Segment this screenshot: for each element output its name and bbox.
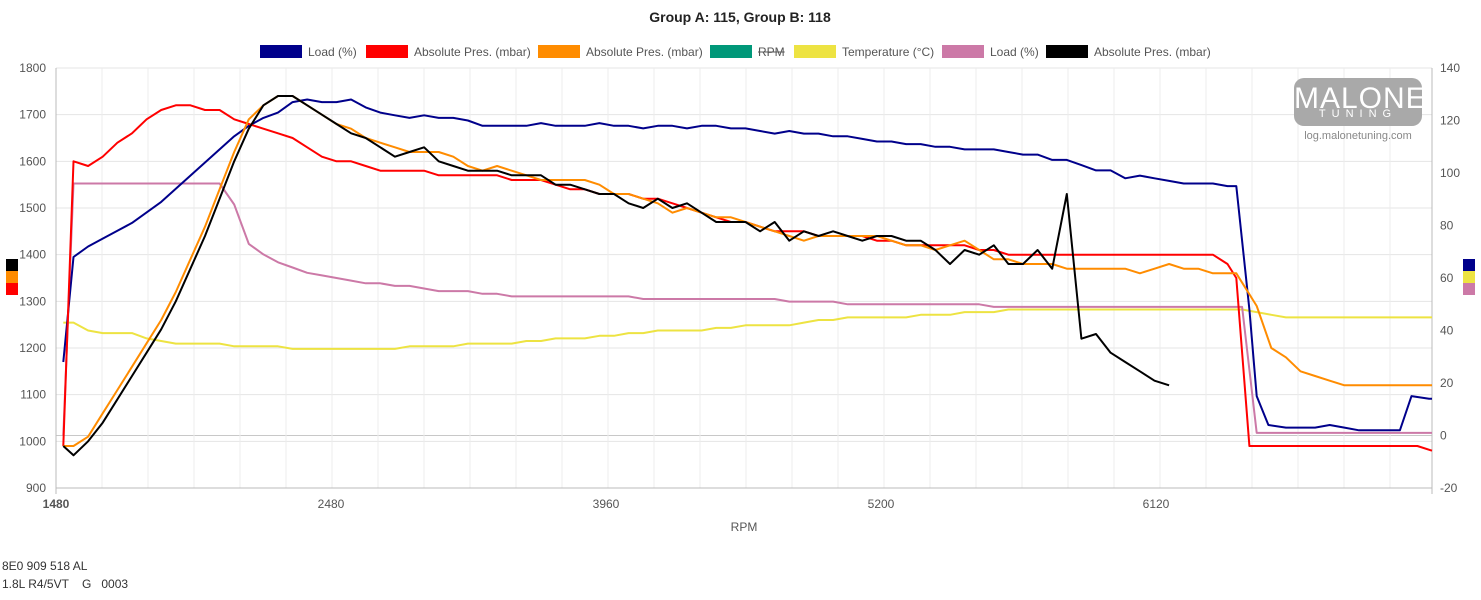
y-left-tick-label: 1500 <box>19 201 46 215</box>
series-line <box>63 95 1432 447</box>
y-right-tick-label: 80 <box>1440 219 1454 233</box>
y-left-tick-label: 1400 <box>19 248 46 262</box>
ecu-part-number: 8E0 909 518 AL <box>2 559 88 573</box>
legend-label: Absolute Pres. (mbar) <box>414 45 531 59</box>
y-left-tick-label: 1600 <box>19 154 46 168</box>
y-right-tick-label: 40 <box>1440 324 1454 338</box>
series-line <box>62 104 1433 452</box>
x-tick-label: 6120 <box>1143 497 1170 511</box>
left-axis-marker-orange <box>6 271 18 283</box>
y-left-tick-label: 1100 <box>20 388 46 402</box>
legend-swatch <box>710 45 752 58</box>
x-axis-title: RPM <box>731 520 758 534</box>
y-right-tick-label: 120 <box>1440 114 1460 128</box>
right-axis-marker-navy <box>1463 259 1475 271</box>
logo-main-text: MALONE <box>1294 82 1427 115</box>
legend-swatch <box>366 45 408 58</box>
legend-label: Load (%) <box>990 45 1039 59</box>
series-line <box>62 95 1170 457</box>
x-tick-label: 2480 <box>318 497 345 511</box>
series-line <box>63 308 1432 350</box>
series-line <box>62 182 1432 436</box>
legend-swatch <box>538 45 580 58</box>
ecu-engine-info: 1.8L R4/5VT G 0003 <box>2 577 129 591</box>
legend-label: Absolute Pres. (mbar) <box>586 45 703 59</box>
right-axis-marker-pink <box>1463 283 1475 295</box>
series-line <box>62 98 1432 432</box>
legend-swatch <box>794 45 836 58</box>
y-left-tick-label: 1000 <box>19 434 46 448</box>
y-left-tick-label: 1200 <box>19 341 46 355</box>
y-left-tick-label: 1300 <box>19 294 46 308</box>
y-left-tick-label: 1700 <box>19 108 46 122</box>
y-right-tick-label: 0 <box>1440 429 1447 443</box>
left-axis-marker-black <box>6 259 18 271</box>
y-left-tick-label: 900 <box>26 481 46 495</box>
y-right-tick-label: 100 <box>1440 166 1460 180</box>
chart-title: Group A: 115, Group B: 118 <box>649 9 831 25</box>
malone-tuning-logo: MALONE TUNING <box>1294 78 1427 126</box>
right-axis-marker-yellow <box>1463 271 1475 283</box>
y-right-tick-label: 140 <box>1440 61 1460 75</box>
y-left-tick-label: 1800 <box>19 61 46 75</box>
y-right-tick-label: 60 <box>1440 271 1454 285</box>
legend-label: Load (%) <box>308 45 357 59</box>
legend-swatch <box>260 45 302 58</box>
legend-label: Temperature (°C) <box>842 45 934 59</box>
y-right-tick-label: 20 <box>1440 376 1454 390</box>
x-tick-label: 5200 <box>868 497 895 511</box>
x-tick-label: 1480 <box>43 497 70 511</box>
x-tick-label: 3960 <box>593 497 620 511</box>
legend-label: Absolute Pres. (mbar) <box>1094 45 1211 59</box>
left-axis-marker-red <box>6 283 18 295</box>
legend-swatch <box>942 45 984 58</box>
y-right-tick-label: -20 <box>1440 481 1458 495</box>
logo-sub-text: TUNING <box>1318 108 1398 120</box>
legend-swatch <box>1046 45 1088 58</box>
logo-url: log.malonetuning.com <box>1304 130 1412 142</box>
